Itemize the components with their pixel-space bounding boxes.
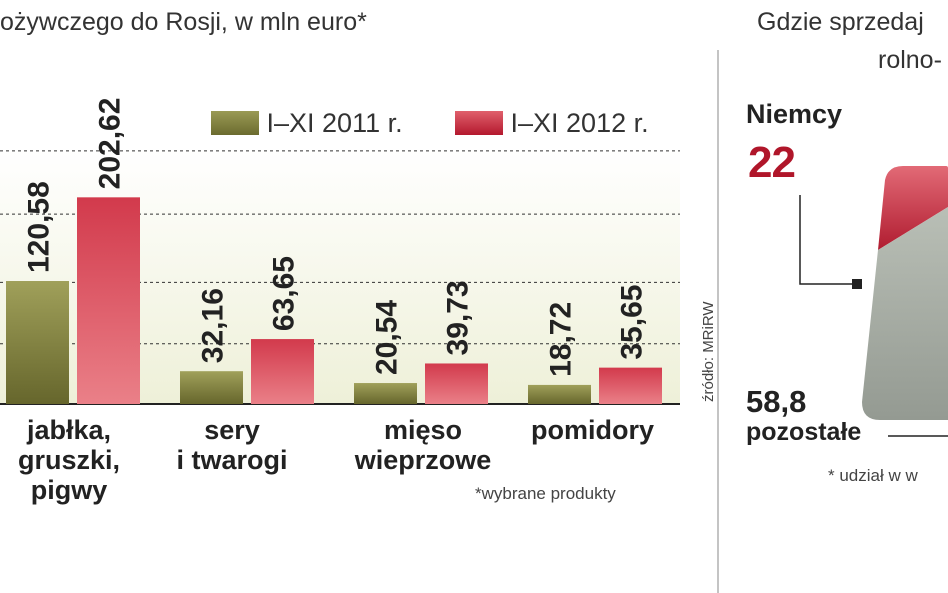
- legend-swatch-2011: [211, 111, 259, 135]
- bar-2011-0: [6, 281, 69, 404]
- data-label-2012-3: 35,65: [616, 285, 649, 360]
- category-label-line: gruszki,: [17, 445, 121, 475]
- category-label-line: mięso: [383, 415, 463, 445]
- data-label-2012-2: 39,73: [442, 280, 475, 355]
- chart-title: ożywczego do Rosji, w mln euro*: [0, 8, 367, 36]
- pie-label-rest: pozostałe: [746, 418, 862, 446]
- pie-slice-rest: [862, 207, 948, 420]
- pie-title-line1: Gdzie sprzedaj: [757, 8, 924, 36]
- footnote: *wybrane produkty: [475, 484, 616, 503]
- category-label-line: wieprzowe: [354, 445, 492, 475]
- category-label-line: i twarogi: [176, 445, 288, 475]
- pie-leader-marker: [852, 279, 862, 289]
- category-label-0: jabłka, gruszki, pigwy: [0, 415, 138, 505]
- bar-2012-1: [251, 339, 314, 404]
- source-note: źródło: MRiRW: [700, 301, 717, 402]
- bar-2012-2: [425, 363, 488, 404]
- bar-2012-3: [599, 367, 662, 404]
- category-label-line: pomidory: [530, 415, 654, 445]
- pie-value-germany: 22: [748, 138, 796, 187]
- bar-2012-0: [77, 197, 140, 404]
- legend-label-2011: I–XI 2011 r.: [266, 108, 403, 138]
- pie-label-germany: Niemcy: [746, 99, 843, 129]
- legend-2011: I–XI 2011 r.: [211, 108, 403, 139]
- data-label-2012-1: 63,65: [268, 256, 301, 331]
- data-label-2011-3: 18,72: [545, 302, 578, 377]
- pie-leader-germany: [799, 195, 857, 285]
- bar-2011-3: [528, 384, 591, 404]
- pie-slice-germany: [878, 166, 948, 250]
- data-label-2011-2: 20,54: [371, 300, 404, 375]
- pie-value-rest: 58,8: [746, 384, 807, 419]
- category-label-line: pigwy: [30, 475, 108, 505]
- pie-footnote: * udział w w: [828, 466, 918, 485]
- bar-2011-1: [180, 371, 243, 404]
- category-label-3: pomidory: [520, 415, 665, 445]
- legend-2012: I–XI 2012 r.: [455, 108, 649, 139]
- bar-2011-2: [354, 383, 417, 404]
- data-label-2012-0: 202,62: [94, 98, 127, 190]
- data-label-2011-1: 32,16: [197, 288, 230, 363]
- category-label-line: jabłka,: [26, 415, 112, 445]
- category-label-1: sery i twarogi: [162, 415, 302, 475]
- data-label-2011-0: 120,58: [23, 181, 56, 273]
- category-label-line: sery: [204, 415, 260, 445]
- legend-swatch-2012: [455, 111, 503, 135]
- category-label-2: mięso wieprzowe: [336, 415, 510, 475]
- pie-title-line2: rolno-: [878, 46, 942, 74]
- legend-label-2012: I–XI 2012 r.: [510, 108, 649, 138]
